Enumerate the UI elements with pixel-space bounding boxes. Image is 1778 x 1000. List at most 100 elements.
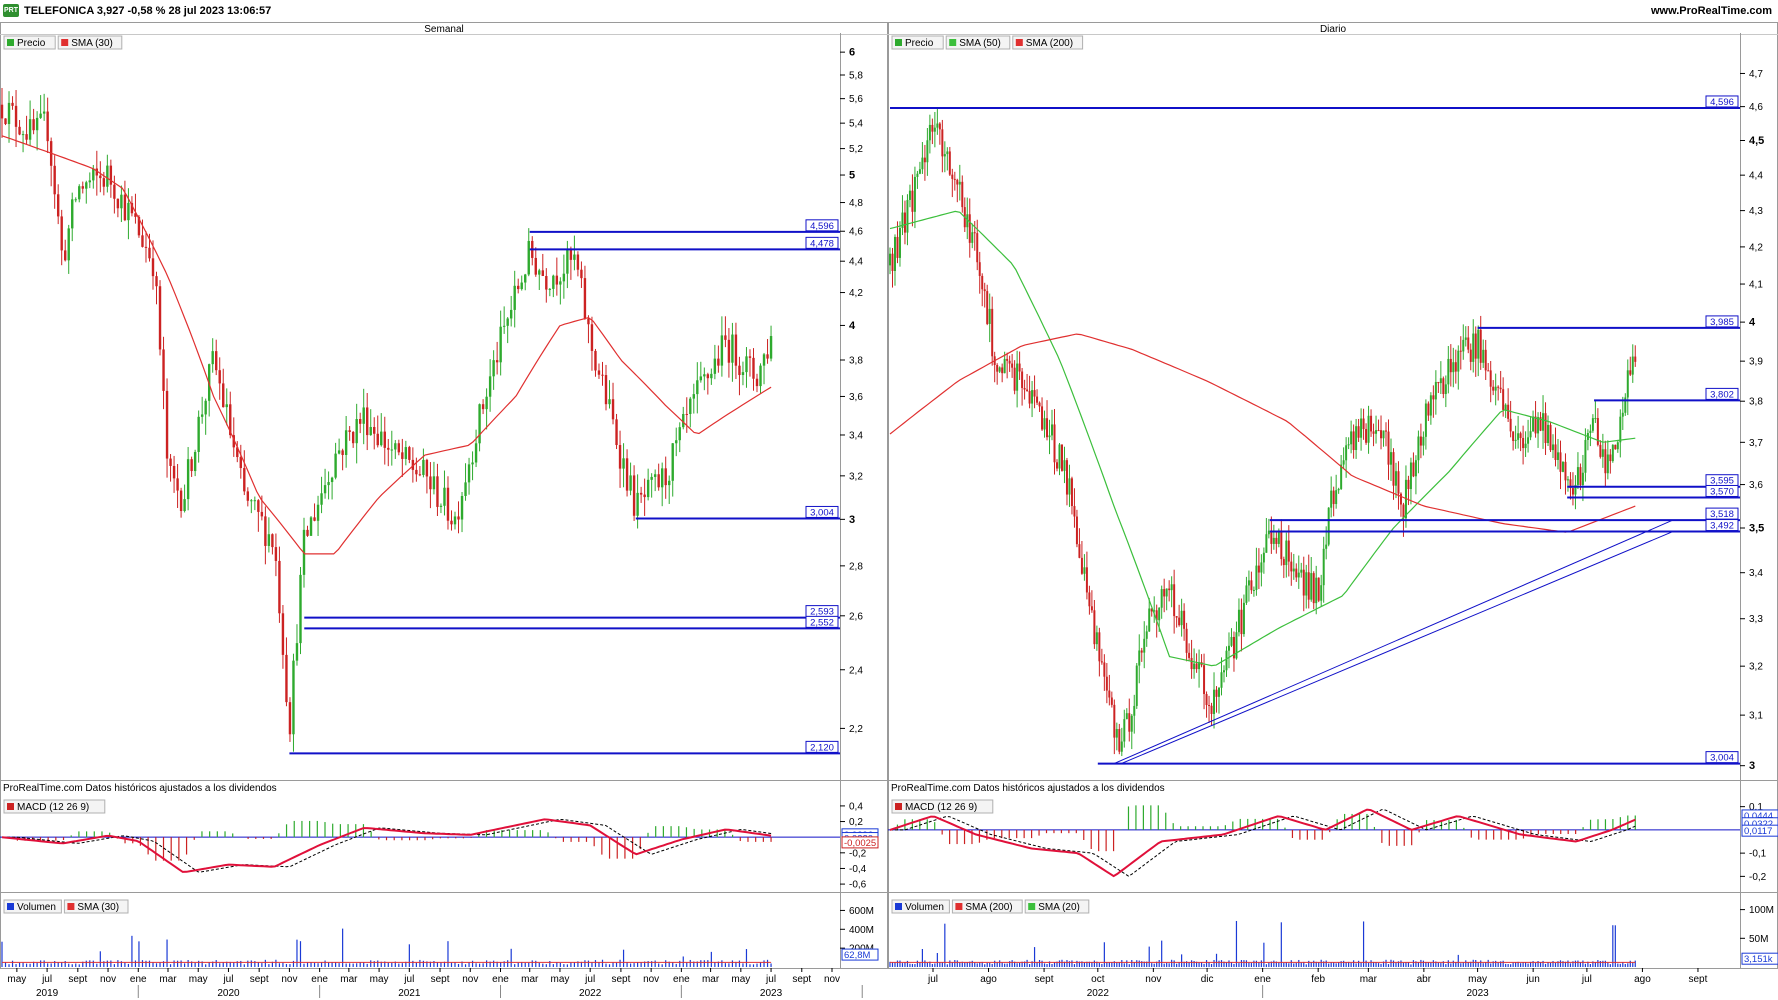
price-candle[interactable] bbox=[1337, 488, 1340, 491]
price-candle[interactable] bbox=[583, 278, 587, 319]
price-candle[interactable] bbox=[1028, 390, 1031, 404]
price-candle[interactable] bbox=[1375, 430, 1378, 434]
price-candle[interactable] bbox=[689, 398, 692, 415]
price-candle[interactable] bbox=[1073, 506, 1076, 517]
price-candle[interactable] bbox=[1138, 650, 1141, 666]
price-candle[interactable] bbox=[278, 560, 281, 614]
price-candle[interactable] bbox=[1051, 424, 1054, 436]
price-candle[interactable] bbox=[1195, 663, 1198, 670]
price-candle[interactable] bbox=[921, 157, 924, 170]
price-candle[interactable] bbox=[1377, 430, 1380, 432]
price-candle[interactable] bbox=[1095, 632, 1098, 645]
price-candle[interactable] bbox=[309, 517, 313, 536]
price-candle[interactable] bbox=[1449, 358, 1452, 373]
price-candle[interactable] bbox=[425, 459, 429, 477]
price-candle[interactable] bbox=[1118, 729, 1121, 752]
price-candle[interactable] bbox=[1018, 363, 1021, 372]
price-candle[interactable] bbox=[120, 194, 123, 209]
price-candle[interactable] bbox=[1307, 572, 1310, 600]
price-candle[interactable] bbox=[632, 475, 636, 516]
trendline[interactable] bbox=[1113, 519, 1674, 765]
price-candle[interactable] bbox=[1452, 362, 1455, 373]
price-candle[interactable] bbox=[552, 275, 555, 289]
price-candle[interactable] bbox=[1626, 370, 1629, 398]
price-candle[interactable] bbox=[127, 202, 130, 221]
price-candle[interactable] bbox=[1380, 430, 1383, 439]
price-candle[interactable] bbox=[453, 516, 457, 525]
price-candle[interactable] bbox=[446, 487, 450, 521]
price-candle[interactable] bbox=[355, 419, 358, 444]
price-candle[interactable] bbox=[1242, 602, 1245, 635]
price-candle[interactable] bbox=[4, 118, 7, 125]
price-candle[interactable] bbox=[1130, 715, 1133, 732]
price-candle[interactable] bbox=[566, 249, 569, 274]
price-candle[interactable] bbox=[953, 178, 956, 180]
price-candle[interactable] bbox=[1542, 413, 1545, 431]
price-candle[interactable] bbox=[320, 493, 323, 505]
price-candle[interactable] bbox=[295, 643, 299, 661]
price-candle[interactable] bbox=[650, 476, 653, 480]
price-candle[interactable] bbox=[653, 474, 657, 477]
price-candle[interactable] bbox=[1210, 705, 1213, 714]
volume-legend-item[interactable] bbox=[63, 899, 129, 914]
price-candle[interactable] bbox=[996, 365, 999, 372]
price-candle[interactable] bbox=[1414, 460, 1417, 477]
price-candle[interactable] bbox=[134, 213, 137, 217]
price-candle[interactable] bbox=[1357, 426, 1360, 438]
price-candle[interactable] bbox=[71, 199, 74, 229]
price-candle[interactable] bbox=[422, 459, 425, 475]
price-candle[interactable] bbox=[1262, 552, 1265, 563]
price-candle[interactable] bbox=[1497, 386, 1500, 388]
price-candle[interactable] bbox=[1397, 471, 1400, 494]
price-candle[interactable] bbox=[629, 475, 632, 491]
price-candle[interactable] bbox=[257, 500, 260, 512]
price-candle[interactable] bbox=[1619, 416, 1622, 443]
price-candle[interactable] bbox=[983, 289, 986, 292]
price-candle[interactable] bbox=[1482, 349, 1485, 363]
price-candle[interactable] bbox=[1606, 454, 1609, 474]
price-candle[interactable] bbox=[981, 275, 984, 290]
price-candle[interactable] bbox=[1220, 672, 1223, 688]
price-candle[interactable] bbox=[1080, 557, 1083, 574]
price-candle[interactable] bbox=[724, 335, 727, 340]
price-candle[interactable] bbox=[0, 104, 4, 119]
price-candle[interactable] bbox=[569, 249, 573, 260]
price-candle[interactable] bbox=[1424, 403, 1427, 437]
price-candle[interactable] bbox=[1477, 329, 1480, 359]
price-candle[interactable] bbox=[1257, 565, 1260, 573]
price-candle[interactable] bbox=[1036, 396, 1039, 403]
price-candle[interactable] bbox=[1153, 610, 1156, 612]
price-candle[interactable] bbox=[1549, 424, 1552, 451]
price-candle[interactable] bbox=[520, 282, 523, 290]
price-candle[interactable] bbox=[281, 613, 285, 655]
price-candle[interactable] bbox=[1499, 387, 1502, 390]
price-candle[interactable] bbox=[1335, 490, 1338, 505]
price-candle[interactable] bbox=[1417, 436, 1420, 461]
price-candle[interactable] bbox=[183, 499, 186, 512]
price-candle[interactable] bbox=[923, 157, 926, 163]
price-candle[interactable] bbox=[710, 373, 713, 379]
price-candle[interactable] bbox=[383, 431, 386, 448]
price-candle[interactable] bbox=[958, 181, 961, 185]
price-candle[interactable] bbox=[1203, 665, 1206, 695]
price-candle[interactable] bbox=[1043, 418, 1046, 430]
price-candle[interactable] bbox=[1507, 404, 1510, 419]
price-candle[interactable] bbox=[741, 372, 745, 376]
price-candle[interactable] bbox=[1345, 445, 1348, 461]
price-candle[interactable] bbox=[1524, 443, 1527, 449]
price-candle[interactable] bbox=[1088, 592, 1091, 607]
price-candle[interactable] bbox=[1437, 381, 1440, 384]
price-candle[interactable] bbox=[1342, 460, 1345, 465]
trendline[interactable] bbox=[1120, 531, 1674, 765]
price-candle[interactable] bbox=[696, 380, 699, 395]
price-candle[interactable] bbox=[1285, 540, 1288, 566]
price-candle[interactable] bbox=[337, 450, 341, 454]
price-candle[interactable] bbox=[1564, 461, 1567, 481]
price-candle[interactable] bbox=[369, 427, 372, 436]
price-candle[interactable] bbox=[1053, 424, 1056, 463]
price-candle[interactable] bbox=[478, 404, 481, 444]
price-candle[interactable] bbox=[1140, 650, 1143, 653]
price-candle[interactable] bbox=[1512, 431, 1515, 441]
price-candle[interactable] bbox=[1419, 436, 1422, 446]
price-candle[interactable] bbox=[411, 459, 415, 470]
